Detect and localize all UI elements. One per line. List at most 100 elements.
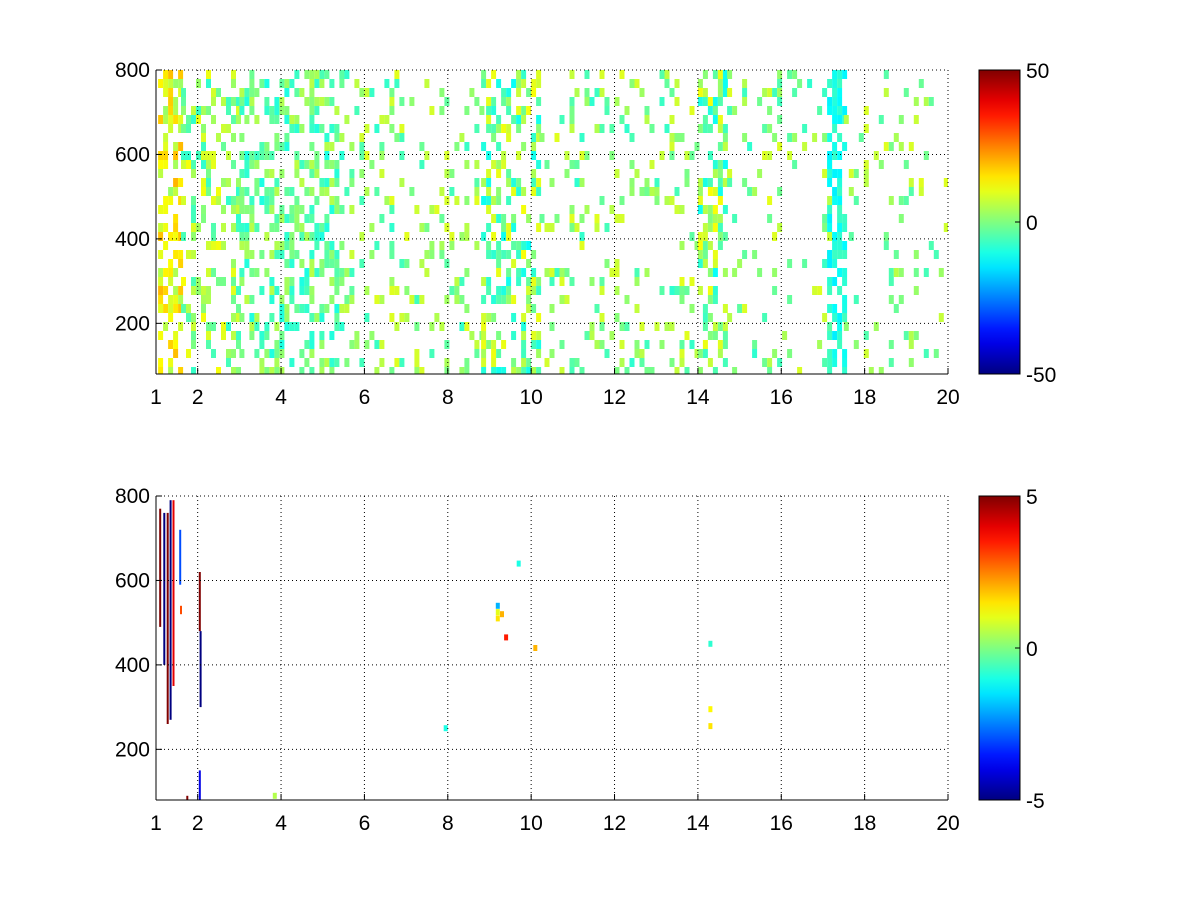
heatmap-cell bbox=[624, 367, 630, 374]
heatmap-cell bbox=[767, 88, 773, 97]
heatmap-cell bbox=[289, 277, 295, 286]
x-tick-label: 14 bbox=[686, 812, 710, 835]
heatmap-cell bbox=[832, 259, 838, 268]
heatmap-cell bbox=[842, 214, 848, 223]
heatmap-cell bbox=[294, 151, 300, 160]
heatmap-cell bbox=[244, 151, 250, 160]
heatmap-cell bbox=[496, 331, 502, 340]
heatmap-cell bbox=[822, 259, 828, 268]
heatmap-cell bbox=[842, 304, 848, 313]
heatmap-cell bbox=[259, 367, 265, 374]
heatmap-cell bbox=[486, 277, 492, 286]
heatmap-cell bbox=[289, 124, 295, 133]
heatmap-cell bbox=[827, 304, 833, 313]
heatmap-cell bbox=[364, 88, 370, 97]
heatmap-cell bbox=[792, 70, 798, 79]
heatmap-cell bbox=[837, 223, 843, 232]
heatmap-cell bbox=[244, 223, 250, 232]
heatmap-cell bbox=[274, 97, 280, 106]
heatmap-cell bbox=[334, 106, 340, 115]
heatmap-cell bbox=[634, 79, 640, 88]
heatmap-cell bbox=[274, 214, 280, 223]
heatmap-cell bbox=[289, 187, 295, 196]
heatmap-cell bbox=[359, 169, 365, 178]
heatmap-cell bbox=[584, 151, 590, 160]
heatmap-cell bbox=[918, 178, 924, 187]
heatmap-cell bbox=[429, 349, 435, 358]
heatmap-cell bbox=[888, 340, 894, 349]
heatmap-cell bbox=[211, 268, 216, 277]
heatmap-cell bbox=[664, 124, 670, 133]
heatmap-cell bbox=[554, 214, 560, 223]
heatmap-cell bbox=[486, 223, 492, 232]
heatmap-cell bbox=[449, 187, 455, 196]
x-tick-label: 16 bbox=[770, 812, 793, 835]
heatmap-cell bbox=[772, 349, 778, 358]
heatmap-cell bbox=[454, 196, 460, 205]
heatmap-cell bbox=[536, 223, 542, 232]
heatmap-cell bbox=[659, 340, 665, 349]
heatmap-cell bbox=[201, 295, 206, 304]
heatmap-cell bbox=[579, 151, 585, 160]
heatmap-cell bbox=[181, 88, 186, 97]
heatmap-cell bbox=[822, 133, 828, 142]
heatmap-cell bbox=[822, 88, 828, 97]
heatmap-cell bbox=[712, 106, 718, 115]
heatmap-cell bbox=[369, 160, 375, 169]
heatmap-cell bbox=[339, 151, 345, 160]
heatmap-cell bbox=[496, 115, 502, 124]
heatmap-cell bbox=[206, 295, 211, 304]
heatmap-cell bbox=[712, 205, 718, 214]
heatmap-cell bbox=[822, 358, 828, 367]
heatmap-cell bbox=[444, 295, 450, 304]
heatmap-cell bbox=[264, 349, 270, 358]
heatmap-cell bbox=[324, 142, 330, 151]
heatmap-cell bbox=[294, 214, 300, 223]
heatmap-cell bbox=[599, 322, 605, 331]
heatmap-cell bbox=[334, 250, 340, 259]
heatmap-cell bbox=[629, 187, 635, 196]
heatmap-cell bbox=[244, 160, 250, 169]
heatmap-cell bbox=[344, 70, 350, 79]
heatmap-cell bbox=[231, 313, 236, 322]
heatmap-cell bbox=[231, 367, 236, 374]
heatmap-cell bbox=[249, 268, 255, 277]
heatmap-cell bbox=[319, 232, 325, 241]
heatmap-cell bbox=[334, 196, 340, 205]
heatmap-cell bbox=[827, 178, 833, 187]
heatmap-cell bbox=[191, 169, 196, 178]
heatmap-cell bbox=[564, 151, 570, 160]
heatmap-cell bbox=[848, 187, 854, 196]
heatmap-cell bbox=[439, 214, 445, 223]
heatmap-cell bbox=[712, 70, 718, 79]
heatmap-cell bbox=[249, 205, 255, 214]
heatmap-cell bbox=[181, 196, 186, 205]
y-tick-label: 400 bbox=[115, 654, 150, 677]
heatmap-cell bbox=[569, 115, 575, 124]
heatmap-cell bbox=[399, 97, 405, 106]
heatmap-cell bbox=[644, 178, 650, 187]
heatmap-cell bbox=[324, 133, 330, 142]
heatmap-cell bbox=[898, 142, 904, 151]
heatmap-cell bbox=[309, 295, 315, 304]
heatmap-cell bbox=[389, 196, 395, 205]
heatmap-cell bbox=[491, 160, 497, 169]
heatmap-cell bbox=[893, 304, 899, 313]
heatmap-cell bbox=[549, 322, 555, 331]
heatmap-cell bbox=[634, 268, 640, 277]
heatmap-cell bbox=[439, 250, 445, 259]
heatmap-cell bbox=[707, 286, 713, 295]
heatmap-cell bbox=[842, 358, 848, 367]
heatmap-cell bbox=[221, 331, 226, 340]
heatmap-cell bbox=[491, 367, 497, 374]
heatmap-cell bbox=[722, 88, 728, 97]
heatmap-cell bbox=[334, 313, 340, 322]
heatmap-cell bbox=[201, 106, 206, 115]
heatmap-cell bbox=[216, 133, 221, 142]
heatmap-cell bbox=[727, 169, 733, 178]
heatmap-cell bbox=[516, 268, 522, 277]
heatmap-cell bbox=[294, 88, 300, 97]
heatmap-cell bbox=[309, 97, 315, 106]
heatmap-cell bbox=[486, 313, 492, 322]
heatmap-cell bbox=[464, 223, 470, 232]
